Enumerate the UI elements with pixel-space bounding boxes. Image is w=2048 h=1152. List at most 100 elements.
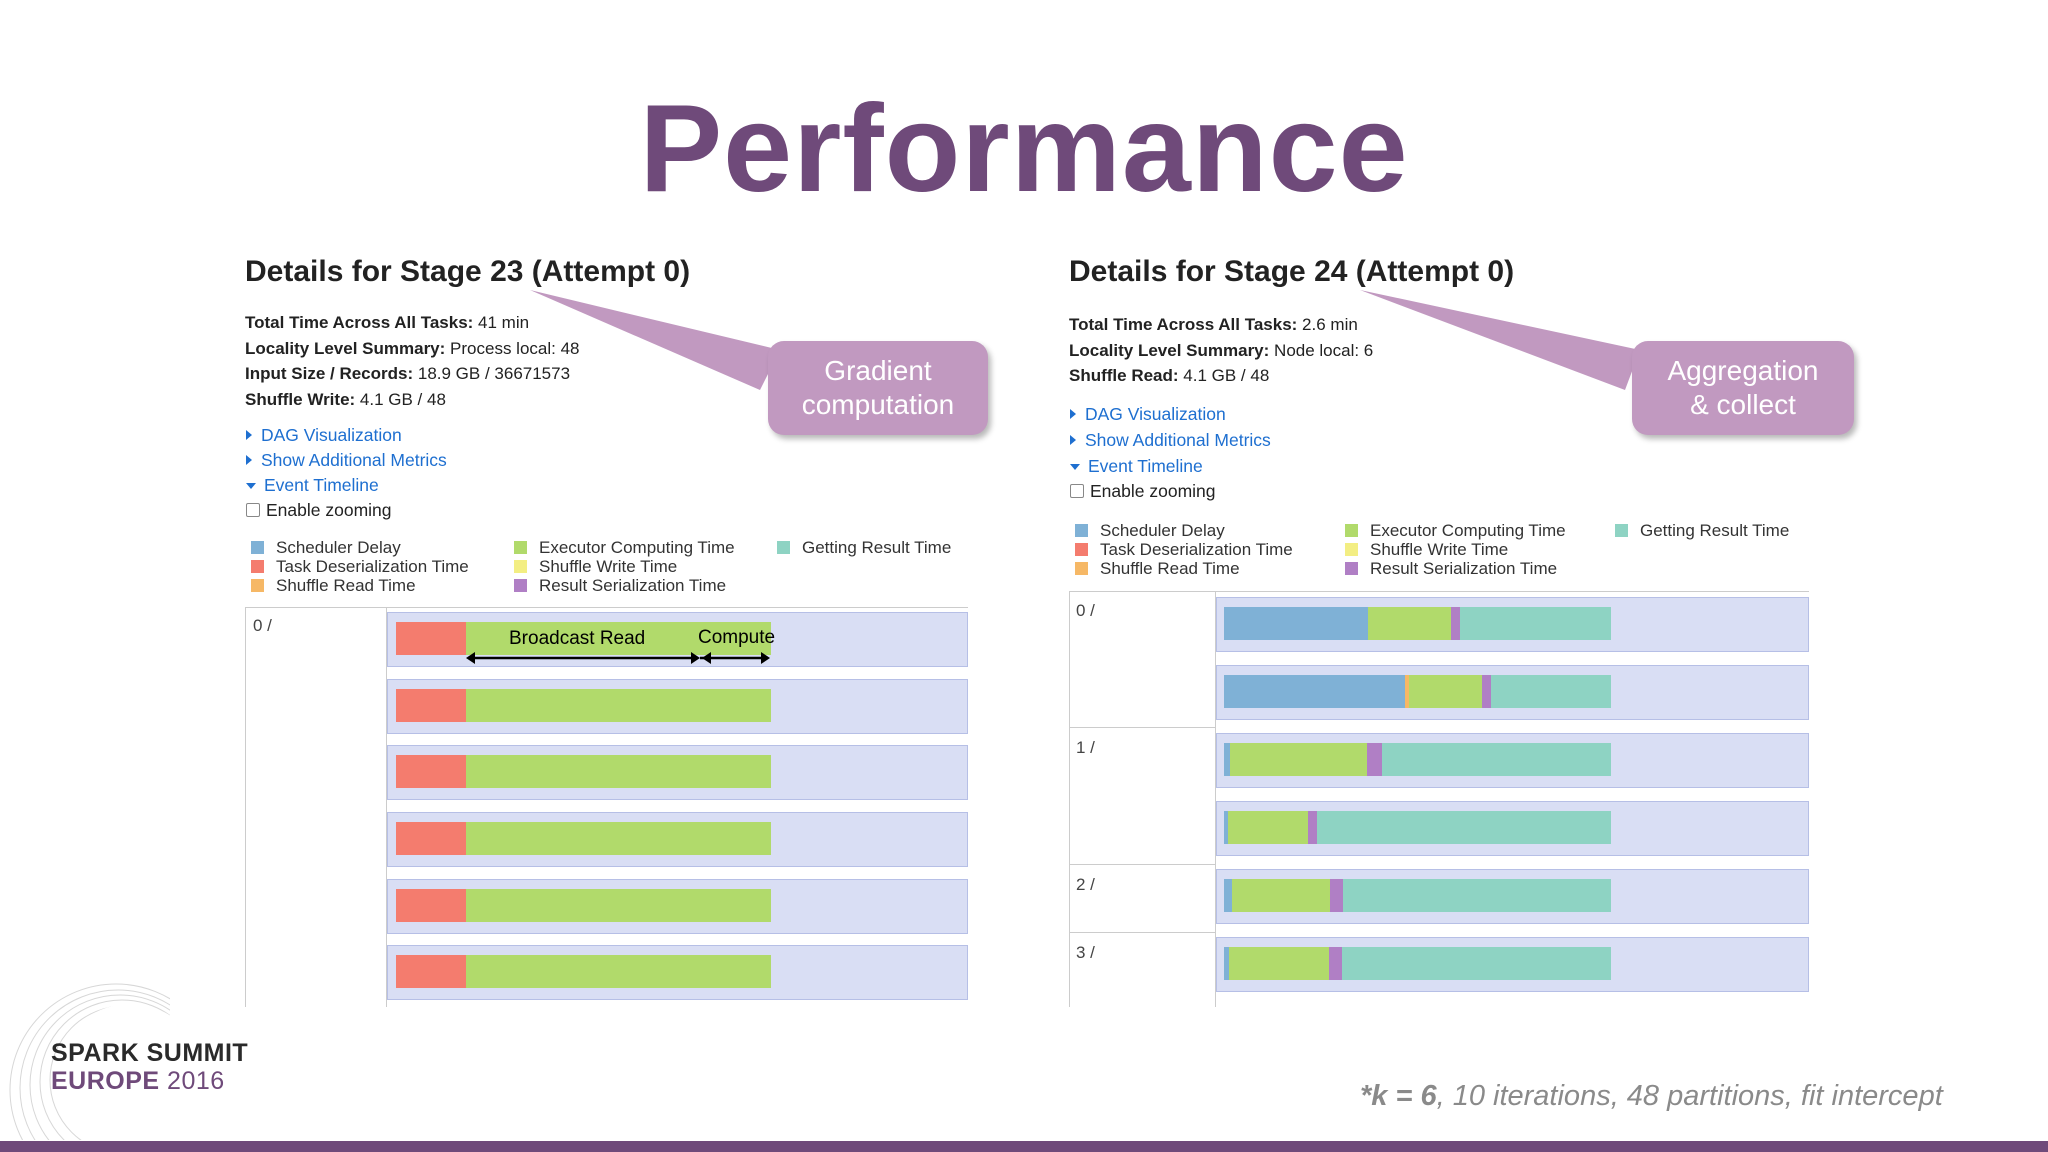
chevron-right-icon — [246, 455, 252, 465]
summary-line: Input Size / Records: 18.9 GB / 36671573 — [245, 364, 571, 383]
result-serialization-segment — [1330, 879, 1343, 912]
executor-computing-segment — [466, 822, 771, 855]
scheduler-delay-segment — [1224, 947, 1229, 980]
task-deserialization-segment — [396, 889, 466, 922]
brand-line-2: EUROPE 2016 — [51, 1067, 225, 1095]
executor-lane-label: 0 / — [1076, 601, 1095, 620]
stage-24-summary: Total Time Across All Tasks: 2.6 min Loc… — [1069, 312, 1373, 389]
executor-lane-label: 3 / — [1076, 943, 1095, 962]
getting-result-segment — [1342, 947, 1611, 980]
executor-computing-segment — [466, 622, 771, 655]
executor-computing-segment — [1228, 811, 1308, 844]
executor-computing-segment — [1232, 879, 1330, 912]
result-serialization-segment — [1329, 947, 1342, 980]
getting-result-segment — [1460, 607, 1611, 640]
task-row[interactable] — [1216, 733, 1809, 788]
timeline-top-border — [245, 607, 968, 608]
legend-getting-result: Getting Result Time — [1615, 521, 1789, 541]
executor-lane-label: 0 / — [253, 616, 272, 635]
broadcast-read-annotation: Broadcast Read — [509, 628, 646, 649]
summary-line: Total Time Across All Tasks: 41 min — [245, 313, 530, 332]
executor-computing-segment — [466, 689, 771, 722]
timeline-lane-divider — [386, 607, 387, 1007]
scheduler-delay-segment — [1224, 743, 1230, 776]
executor-lane-label: 1 / — [1076, 738, 1095, 757]
executor-computing-segment — [466, 755, 771, 788]
timeline-top-border — [1069, 591, 1809, 592]
legend-getting-result: Getting Result Time — [777, 538, 951, 558]
aggregation-collect-callout: Aggregation & collect — [1632, 341, 1854, 435]
legend-task-deserialization: Task Deserialization Time — [1075, 540, 1293, 560]
annotation-arrows — [466, 652, 770, 664]
result-serialization-segment — [1451, 607, 1460, 640]
task-deserialization-segment — [396, 822, 466, 855]
dag-visualization-link[interactable]: DAG Visualization — [1070, 402, 1226, 428]
task-row[interactable] — [387, 879, 968, 934]
getting-result-segment — [1382, 743, 1611, 776]
stage-24-heading: Details for Stage 24 (Attempt 0) — [1069, 255, 1515, 288]
executor-computing-segment — [466, 889, 771, 922]
enable-zooming-checkbox[interactable]: Enable zooming — [1070, 481, 1216, 502]
legend-result-serialization: Result Serialization Time — [514, 576, 726, 596]
task-row[interactable] — [1216, 869, 1809, 924]
show-additional-metrics-link[interactable]: Show Additional Metrics — [1070, 428, 1271, 454]
slide-title: Performance — [639, 80, 1409, 218]
checkbox-icon — [246, 503, 260, 517]
footnote: *k = 6, 10 iterations, 48 partitions, fi… — [1360, 1080, 1943, 1112]
task-row[interactable] — [1216, 597, 1809, 652]
task-deserialization-segment — [396, 955, 466, 988]
task-row[interactable] — [387, 945, 968, 1000]
task-row[interactable] — [1216, 801, 1809, 856]
shuffle-read-segment — [1405, 675, 1409, 708]
scheduler-delay-segment — [1224, 879, 1232, 912]
task-row[interactable] — [1216, 665, 1809, 720]
scheduler-delay-segment — [1224, 811, 1228, 844]
lane-separator — [1069, 727, 1215, 728]
task-row[interactable] — [1216, 937, 1809, 992]
brand-line-1: SPARK SUMMIT — [51, 1039, 249, 1067]
getting-result-segment — [1343, 879, 1611, 912]
legend-result-serialization: Result Serialization Time — [1345, 559, 1557, 579]
chevron-right-icon — [1070, 435, 1076, 445]
compute-annotation: Compute — [698, 627, 776, 648]
legend-task-deserialization: Task Deserialization Time — [251, 557, 469, 577]
task-deserialization-segment — [396, 622, 466, 655]
stage-23-summary: Total Time Across All Tasks: 41 min Loca… — [245, 310, 580, 412]
getting-result-segment — [1491, 675, 1611, 708]
summary-line: Locality Level Summary: Node local: 6 — [1069, 340, 1374, 360]
chevron-right-icon — [1070, 409, 1076, 419]
enable-zooming-checkbox[interactable]: Enable zooming — [246, 500, 392, 521]
legend-executor-computing: Executor Computing Time — [1345, 521, 1566, 541]
executor-computing-segment — [1229, 947, 1329, 980]
scheduler-delay-segment — [1224, 675, 1405, 708]
legend-scheduler-delay: Scheduler Delay — [251, 538, 401, 558]
task-deserialization-segment — [396, 755, 466, 788]
event-timeline-link[interactable]: Event Timeline — [246, 473, 379, 499]
lane-separator — [1069, 864, 1215, 865]
lane-separator — [1069, 932, 1215, 933]
footer-accent-bar — [0, 1141, 2048, 1152]
task-row[interactable] — [387, 812, 968, 867]
legend-scheduler-delay: Scheduler Delay — [1075, 521, 1225, 541]
dag-visualization-link[interactable]: DAG Visualization — [246, 423, 402, 449]
task-deserialization-segment — [396, 689, 466, 722]
task-row[interactable] — [387, 745, 968, 800]
chevron-down-icon — [1070, 464, 1080, 470]
result-serialization-segment — [1367, 743, 1382, 776]
spark-swirl-logo — [9, 983, 170, 1140]
legend-shuffle-read: Shuffle Read Time — [251, 576, 416, 596]
summary-line: Shuffle Write: 4.1 GB / 48 — [245, 389, 446, 409]
event-timeline-link[interactable]: Event Timeline — [1070, 454, 1203, 480]
executor-computing-segment — [1368, 607, 1451, 640]
summary-line: Shuffle Read: 4.1 GB / 48 — [1069, 366, 1270, 385]
result-serialization-segment — [1482, 675, 1491, 708]
show-additional-metrics-link[interactable]: Show Additional Metrics — [246, 448, 447, 474]
callout-pointer — [1360, 290, 1640, 390]
chevron-down-icon — [246, 483, 256, 489]
callout-pointer — [530, 290, 780, 390]
task-row[interactable] — [387, 679, 968, 734]
summary-line: Locality Level Summary: Process local: 4… — [245, 338, 580, 358]
legend-executor-computing: Executor Computing Time — [514, 538, 735, 558]
stage-23-heading: Details for Stage 23 (Attempt 0) — [245, 255, 691, 288]
timeline-lane-divider — [1215, 591, 1216, 1007]
